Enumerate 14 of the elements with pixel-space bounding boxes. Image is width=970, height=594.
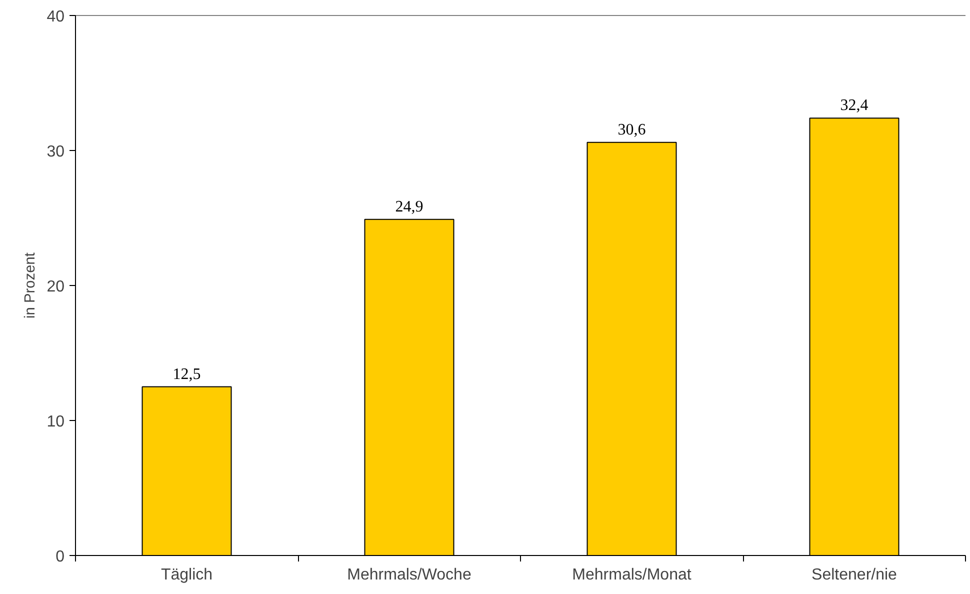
y-tick-label: 10 (46, 414, 65, 430)
y-axis-title: in Prozent (22, 252, 39, 318)
data-label: 12,5 (172, 366, 201, 383)
x-tick-label: Mehrmals/Monat (572, 566, 692, 584)
data-label: 32,4 (840, 97, 868, 114)
y-tick-label: 40 (46, 8, 65, 26)
data-label: 30,6 (618, 121, 646, 138)
y-tick-label: 0 (56, 548, 65, 566)
y-tick-label: 20 (46, 278, 65, 296)
x-tick-label: Mehrmals/Woche (347, 566, 472, 584)
y-tick-label: 30 (46, 144, 65, 160)
x-tick-label: Täglich (160, 566, 213, 584)
data-label: 24,9 (395, 198, 424, 216)
x-tick-label: Seltener/nie (812, 566, 898, 584)
